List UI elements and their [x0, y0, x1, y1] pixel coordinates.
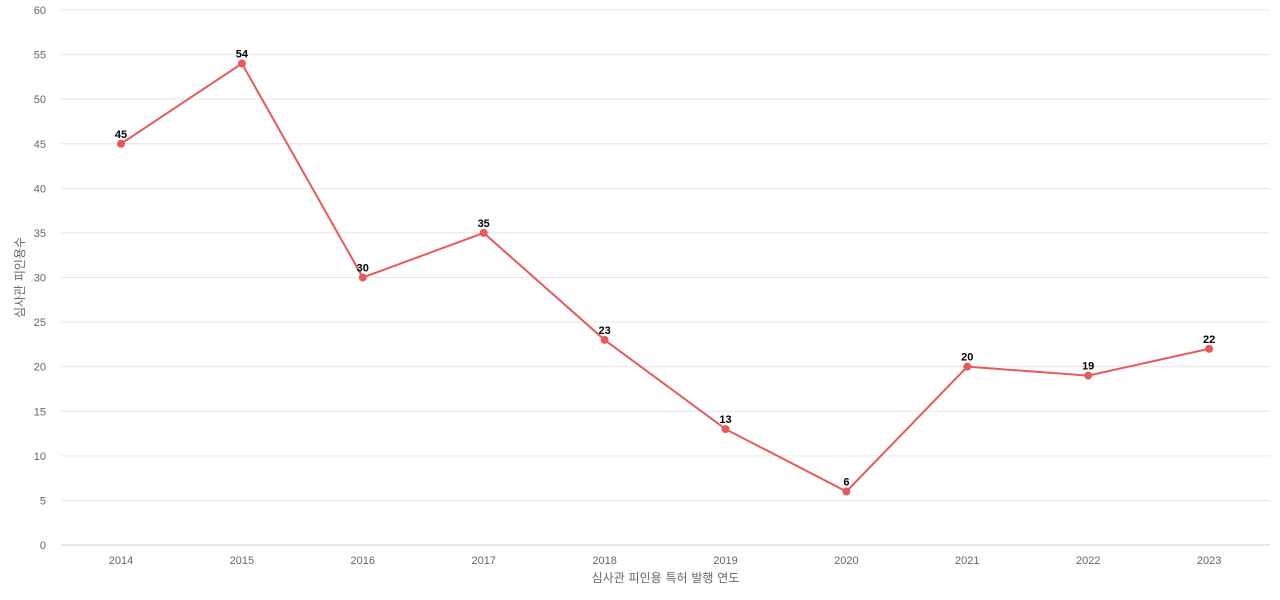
data-point: [963, 362, 972, 371]
data-point: [358, 273, 367, 282]
y-tick-label: 10: [34, 451, 46, 463]
x-axis-title: 심사관 피인용 특허 발행 연도: [592, 570, 740, 585]
data-label: 13: [719, 414, 731, 426]
x-tick-label: 2021: [955, 555, 979, 567]
series-line: [120, 62, 1210, 493]
data-point: [600, 335, 609, 344]
data-point: [1084, 371, 1093, 380]
y-tick-label: 50: [34, 94, 46, 106]
y-tick-label: 25: [34, 317, 46, 329]
y-axis-title: 심사관 피인용수: [13, 237, 27, 318]
y-tick-label: 35: [34, 228, 46, 240]
y-tick-label: 20: [34, 362, 46, 374]
x-tick-label: 2014: [109, 555, 133, 567]
y-axis-ticks: 0 5 10 15 20 25 30 35 40 45 50 55 60: [34, 5, 46, 552]
data-label: 22: [1203, 334, 1215, 346]
data-label: 19: [1082, 361, 1094, 373]
y-tick-label: 55: [34, 50, 46, 62]
data-point: [117, 139, 125, 148]
x-tick-label: 2017: [471, 555, 495, 567]
data-point: [1205, 344, 1214, 353]
data-label: 6: [843, 477, 849, 489]
x-tick-label: 2019: [713, 555, 737, 567]
x-tick-label: 2022: [1076, 555, 1100, 567]
y-tick-label: 0: [40, 540, 46, 552]
x-axis-ticks: 2014 2015 2016 2017 2018 2019 2020 2021 2022 2023: [109, 555, 1222, 567]
y-tick-label: 45: [34, 139, 46, 151]
data-point: [237, 59, 246, 68]
data-label: 35: [478, 218, 490, 230]
data-label: 20: [961, 352, 973, 364]
x-tick-label: 2016: [351, 555, 375, 567]
grid: [61, 9, 1270, 501]
x-tick-label: 2015: [230, 555, 254, 567]
data-label: 30: [357, 263, 369, 275]
data-labels: 45 54 30 35 23 13 6 20 19 22: [115, 49, 1215, 489]
x-tick-label: 2018: [592, 555, 616, 567]
data-point: [721, 425, 730, 434]
data-points: [117, 59, 1214, 496]
y-tick-label: 5: [40, 495, 46, 507]
y-tick-label: 30: [34, 273, 46, 285]
data-point: [842, 487, 851, 496]
data-point: [479, 228, 488, 237]
y-tick-label: 15: [34, 406, 46, 418]
y-tick-label: 60: [34, 5, 46, 17]
y-tick-label: 40: [34, 183, 46, 195]
x-tick-label: 2023: [1197, 555, 1221, 567]
data-label: 45: [115, 129, 127, 141]
x-tick-label: 2020: [834, 555, 858, 567]
data-label: 23: [598, 325, 610, 337]
data-label: 54: [236, 49, 249, 61]
